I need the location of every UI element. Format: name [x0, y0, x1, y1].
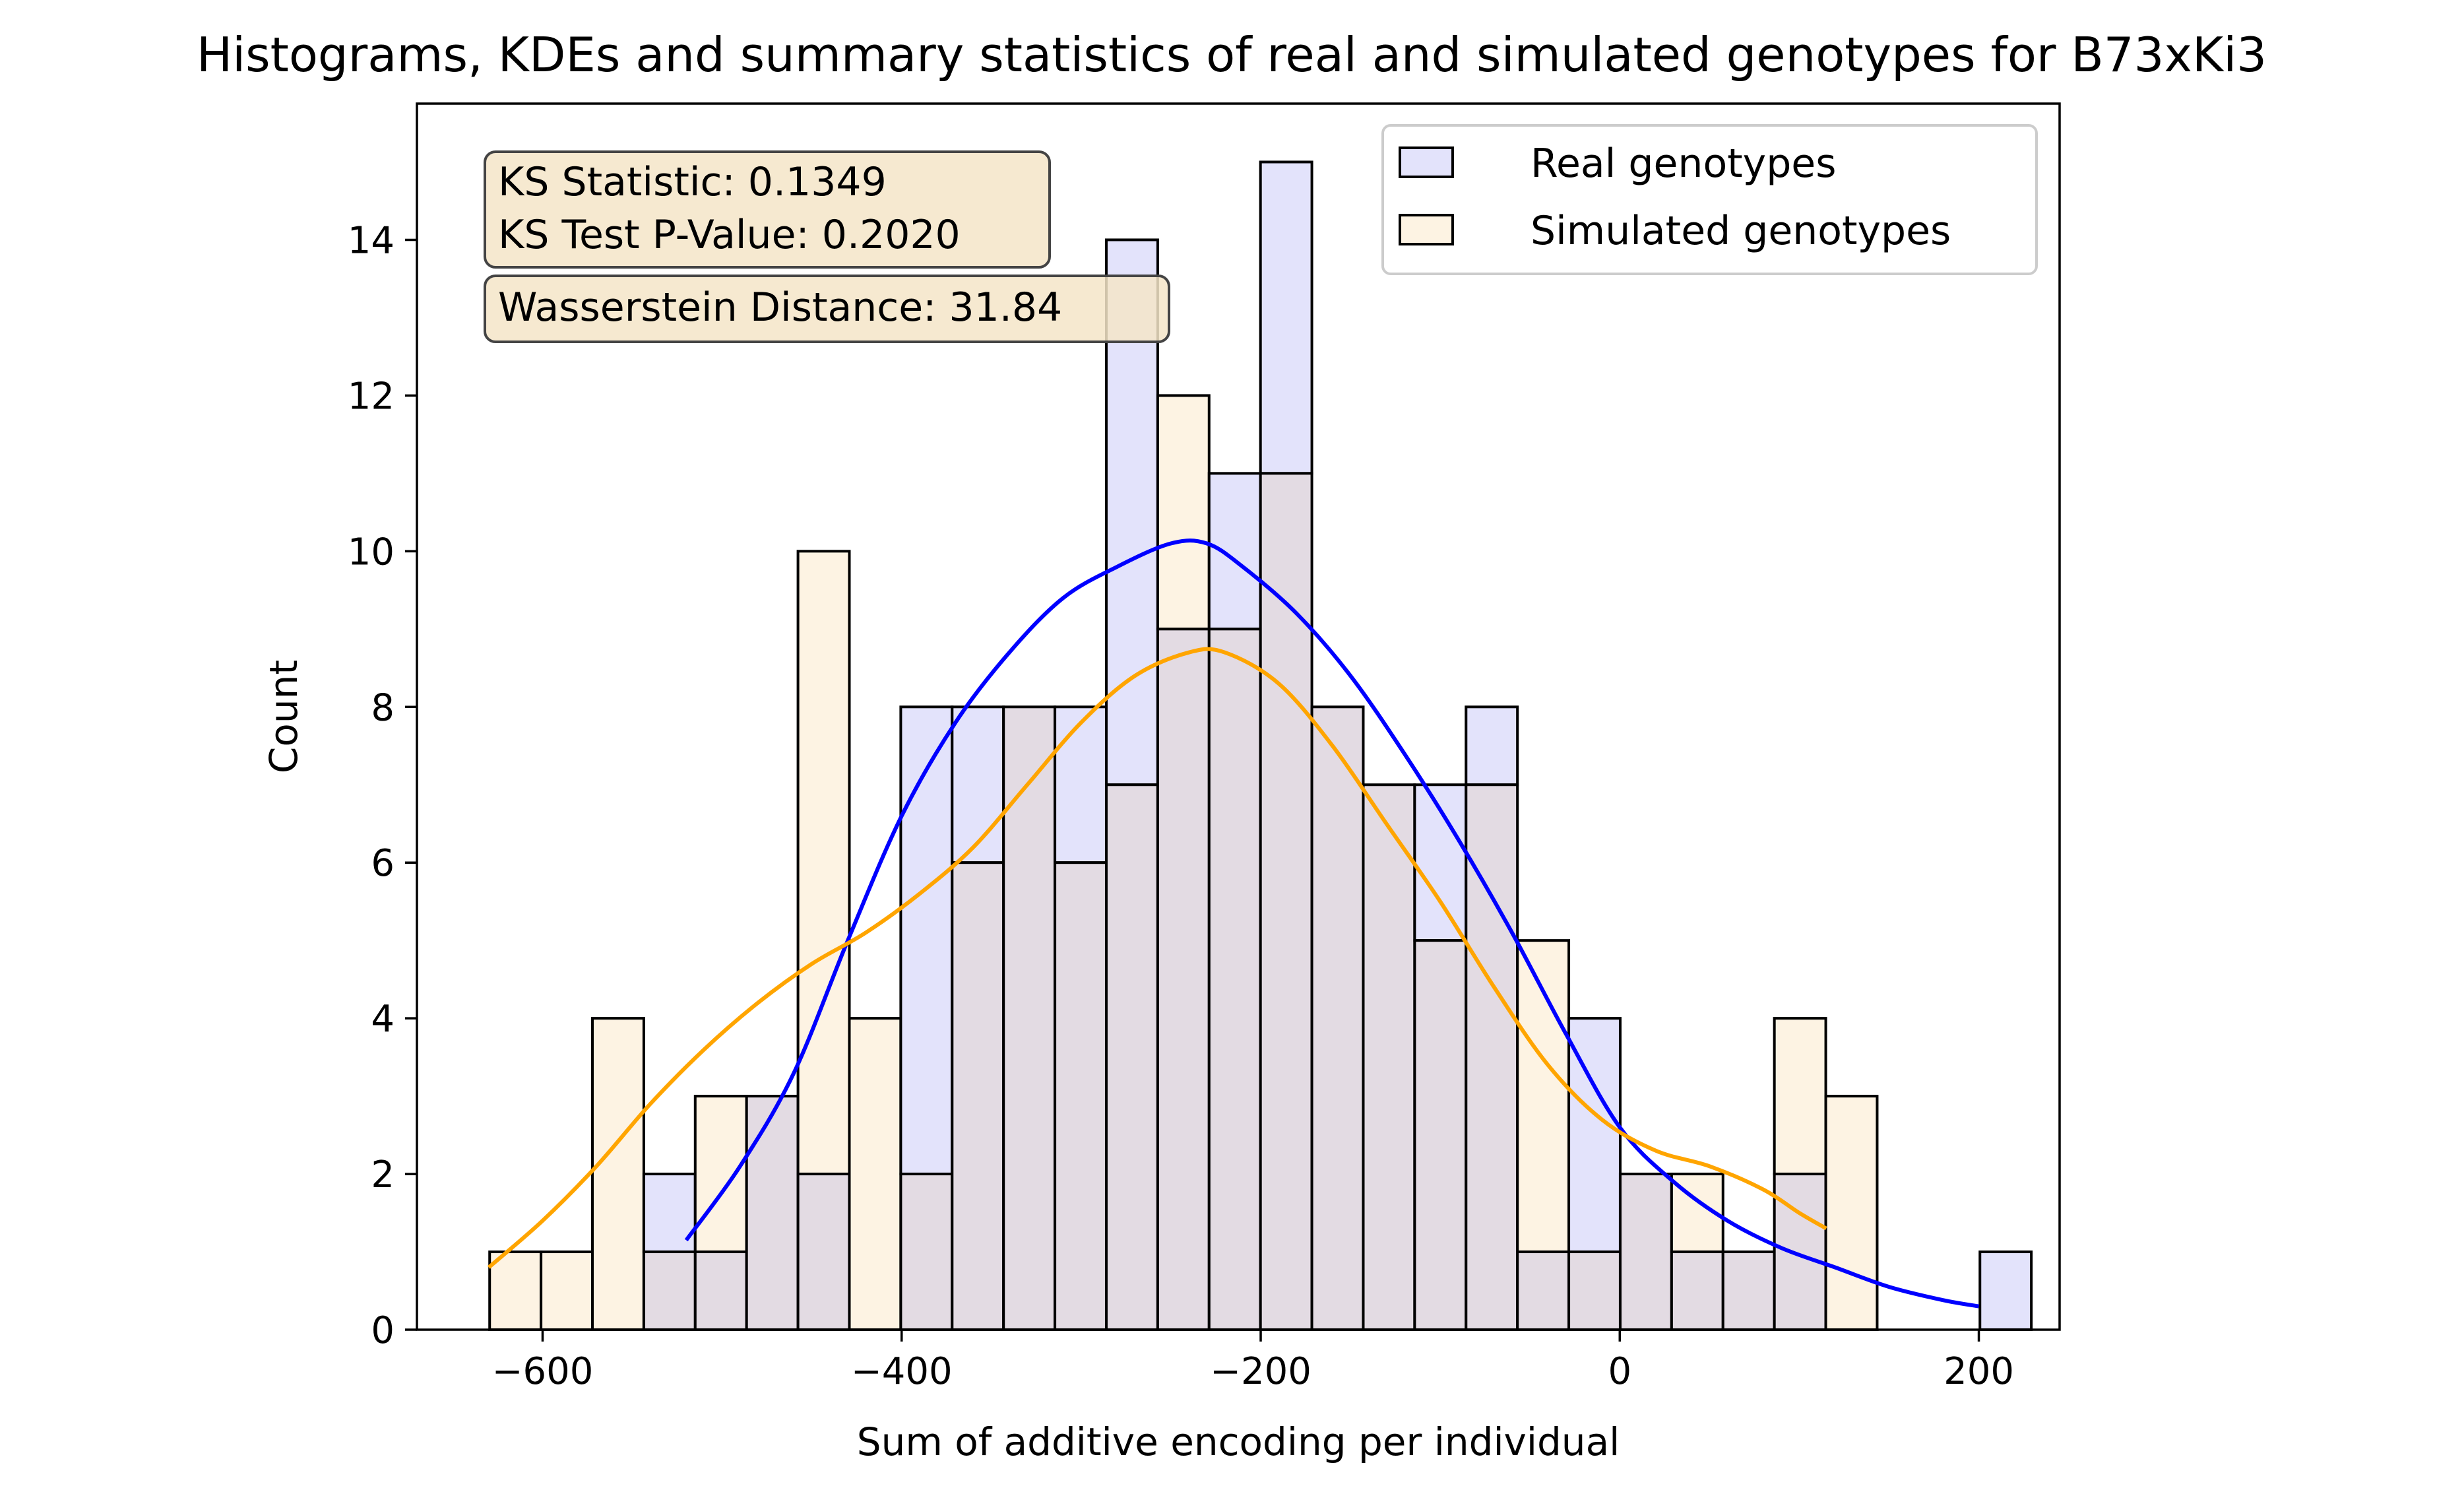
real-bar-upper-11 [1054, 705, 1108, 864]
legend-label-real: Real genotypes [1531, 141, 1836, 187]
real-bar-upper-9 [951, 705, 1005, 864]
overlap-bar-13 [1156, 628, 1211, 1331]
overlap-bar-14 [1207, 628, 1262, 1331]
overlap-bar-23 [1670, 1250, 1724, 1331]
y-tick-label: 8 [371, 686, 395, 729]
legend-label-simulated: Simulated genotypes [1531, 208, 1951, 254]
y-tick-label: 14 [348, 219, 395, 262]
ks-annotation-box [484, 150, 1051, 269]
overlap-bar-17 [1362, 783, 1416, 1331]
simulated-bar-upper-25 [1773, 1017, 1827, 1176]
x-tick-label: 200 [1943, 1350, 2014, 1393]
legend: Real genotypes Simulated genotypes [1381, 124, 2038, 275]
overlap-bar-18 [1413, 939, 1468, 1331]
y-tick-label: 12 [348, 375, 395, 418]
overlap-bar-8 [899, 1173, 954, 1331]
overlap-bar-3 [642, 1250, 697, 1331]
real-bar-upper-29 [1978, 1250, 2033, 1331]
overlap-bar-20 [1516, 1250, 1571, 1331]
overlap-bar-5 [745, 1095, 800, 1331]
real-bar-upper-19 [1465, 705, 1519, 787]
simulated-bar-upper-1 [540, 1250, 594, 1331]
x-tick-label: −600 [492, 1350, 594, 1393]
x-tick-label: −200 [1210, 1350, 1311, 1393]
y-axis: 0 2 4 6 8 10 12 14 [348, 219, 417, 1352]
overlap-bar-12 [1104, 783, 1159, 1331]
simulated-bar-upper-6 [796, 550, 851, 1176]
real-bar-upper-15 [1259, 160, 1313, 475]
overlap-bar-11 [1054, 861, 1108, 1331]
wasserstein-annotation: Wasserstein Distance: 31.84 [484, 275, 1170, 343]
kde-layer [487, 538, 1980, 1309]
wasserstein-annotation-box [484, 275, 1170, 343]
x-axis-label: Sum of additive encoding per individual [857, 1419, 1620, 1464]
legend-swatch-simulated [1399, 214, 1454, 245]
y-tick-label: 6 [371, 842, 395, 885]
overlap-bar-21 [1567, 1250, 1622, 1331]
simulated-bar-upper-13 [1156, 394, 1211, 631]
overlap-bar-16 [1310, 705, 1365, 1332]
plot-frame [416, 102, 2061, 1331]
overlap-bar-6 [796, 1173, 851, 1331]
simulated-bar-upper-7 [848, 1017, 902, 1331]
simulated-bar-upper-26 [1824, 1095, 1879, 1331]
legend-swatch-real [1399, 146, 1454, 178]
simulated-bar-upper-4 [693, 1095, 748, 1254]
x-axis: −600 −400 −200 0 200 [492, 1330, 2014, 1393]
simulated-kde-line [487, 647, 1827, 1269]
real-kde-line [684, 538, 1980, 1309]
overlap-bar-4 [693, 1250, 748, 1331]
real-bar-upper-14 [1207, 472, 1262, 631]
x-tick-label: −400 [851, 1350, 953, 1393]
overlap-bar-22 [1618, 1173, 1673, 1331]
chart-title: Histograms, KDEs and summary statistics … [197, 27, 2267, 82]
ks-annotation: KS Statistic: 0.1349 KS Test P-Value: 0.… [484, 150, 1051, 269]
overlap-bar-10 [1002, 705, 1057, 1332]
y-axis-label: Count [261, 660, 306, 773]
y-tick-label: 2 [371, 1153, 395, 1196]
legend-frame [1381, 124, 2038, 275]
ks-pvalue-text: KS Test P-Value: 0.2020 [498, 212, 961, 258]
overlap-bar-25 [1773, 1173, 1827, 1331]
y-tick-label: 10 [348, 531, 395, 573]
wasserstein-text: Wasserstein Distance: 31.84 [498, 284, 1062, 331]
overlap-bar-24 [1721, 1250, 1776, 1331]
y-tick-label: 4 [371, 998, 395, 1041]
simulated-bar-upper-2 [591, 1017, 645, 1331]
overlap-bar-9 [951, 861, 1005, 1331]
ks-statistic-text: KS Statistic: 0.1349 [498, 159, 887, 205]
simulated-bar-upper-0 [488, 1250, 543, 1331]
real-bar-upper-8 [899, 705, 954, 1176]
y-tick-label: 0 [371, 1309, 395, 1352]
x-tick-label: 0 [1608, 1350, 1631, 1393]
